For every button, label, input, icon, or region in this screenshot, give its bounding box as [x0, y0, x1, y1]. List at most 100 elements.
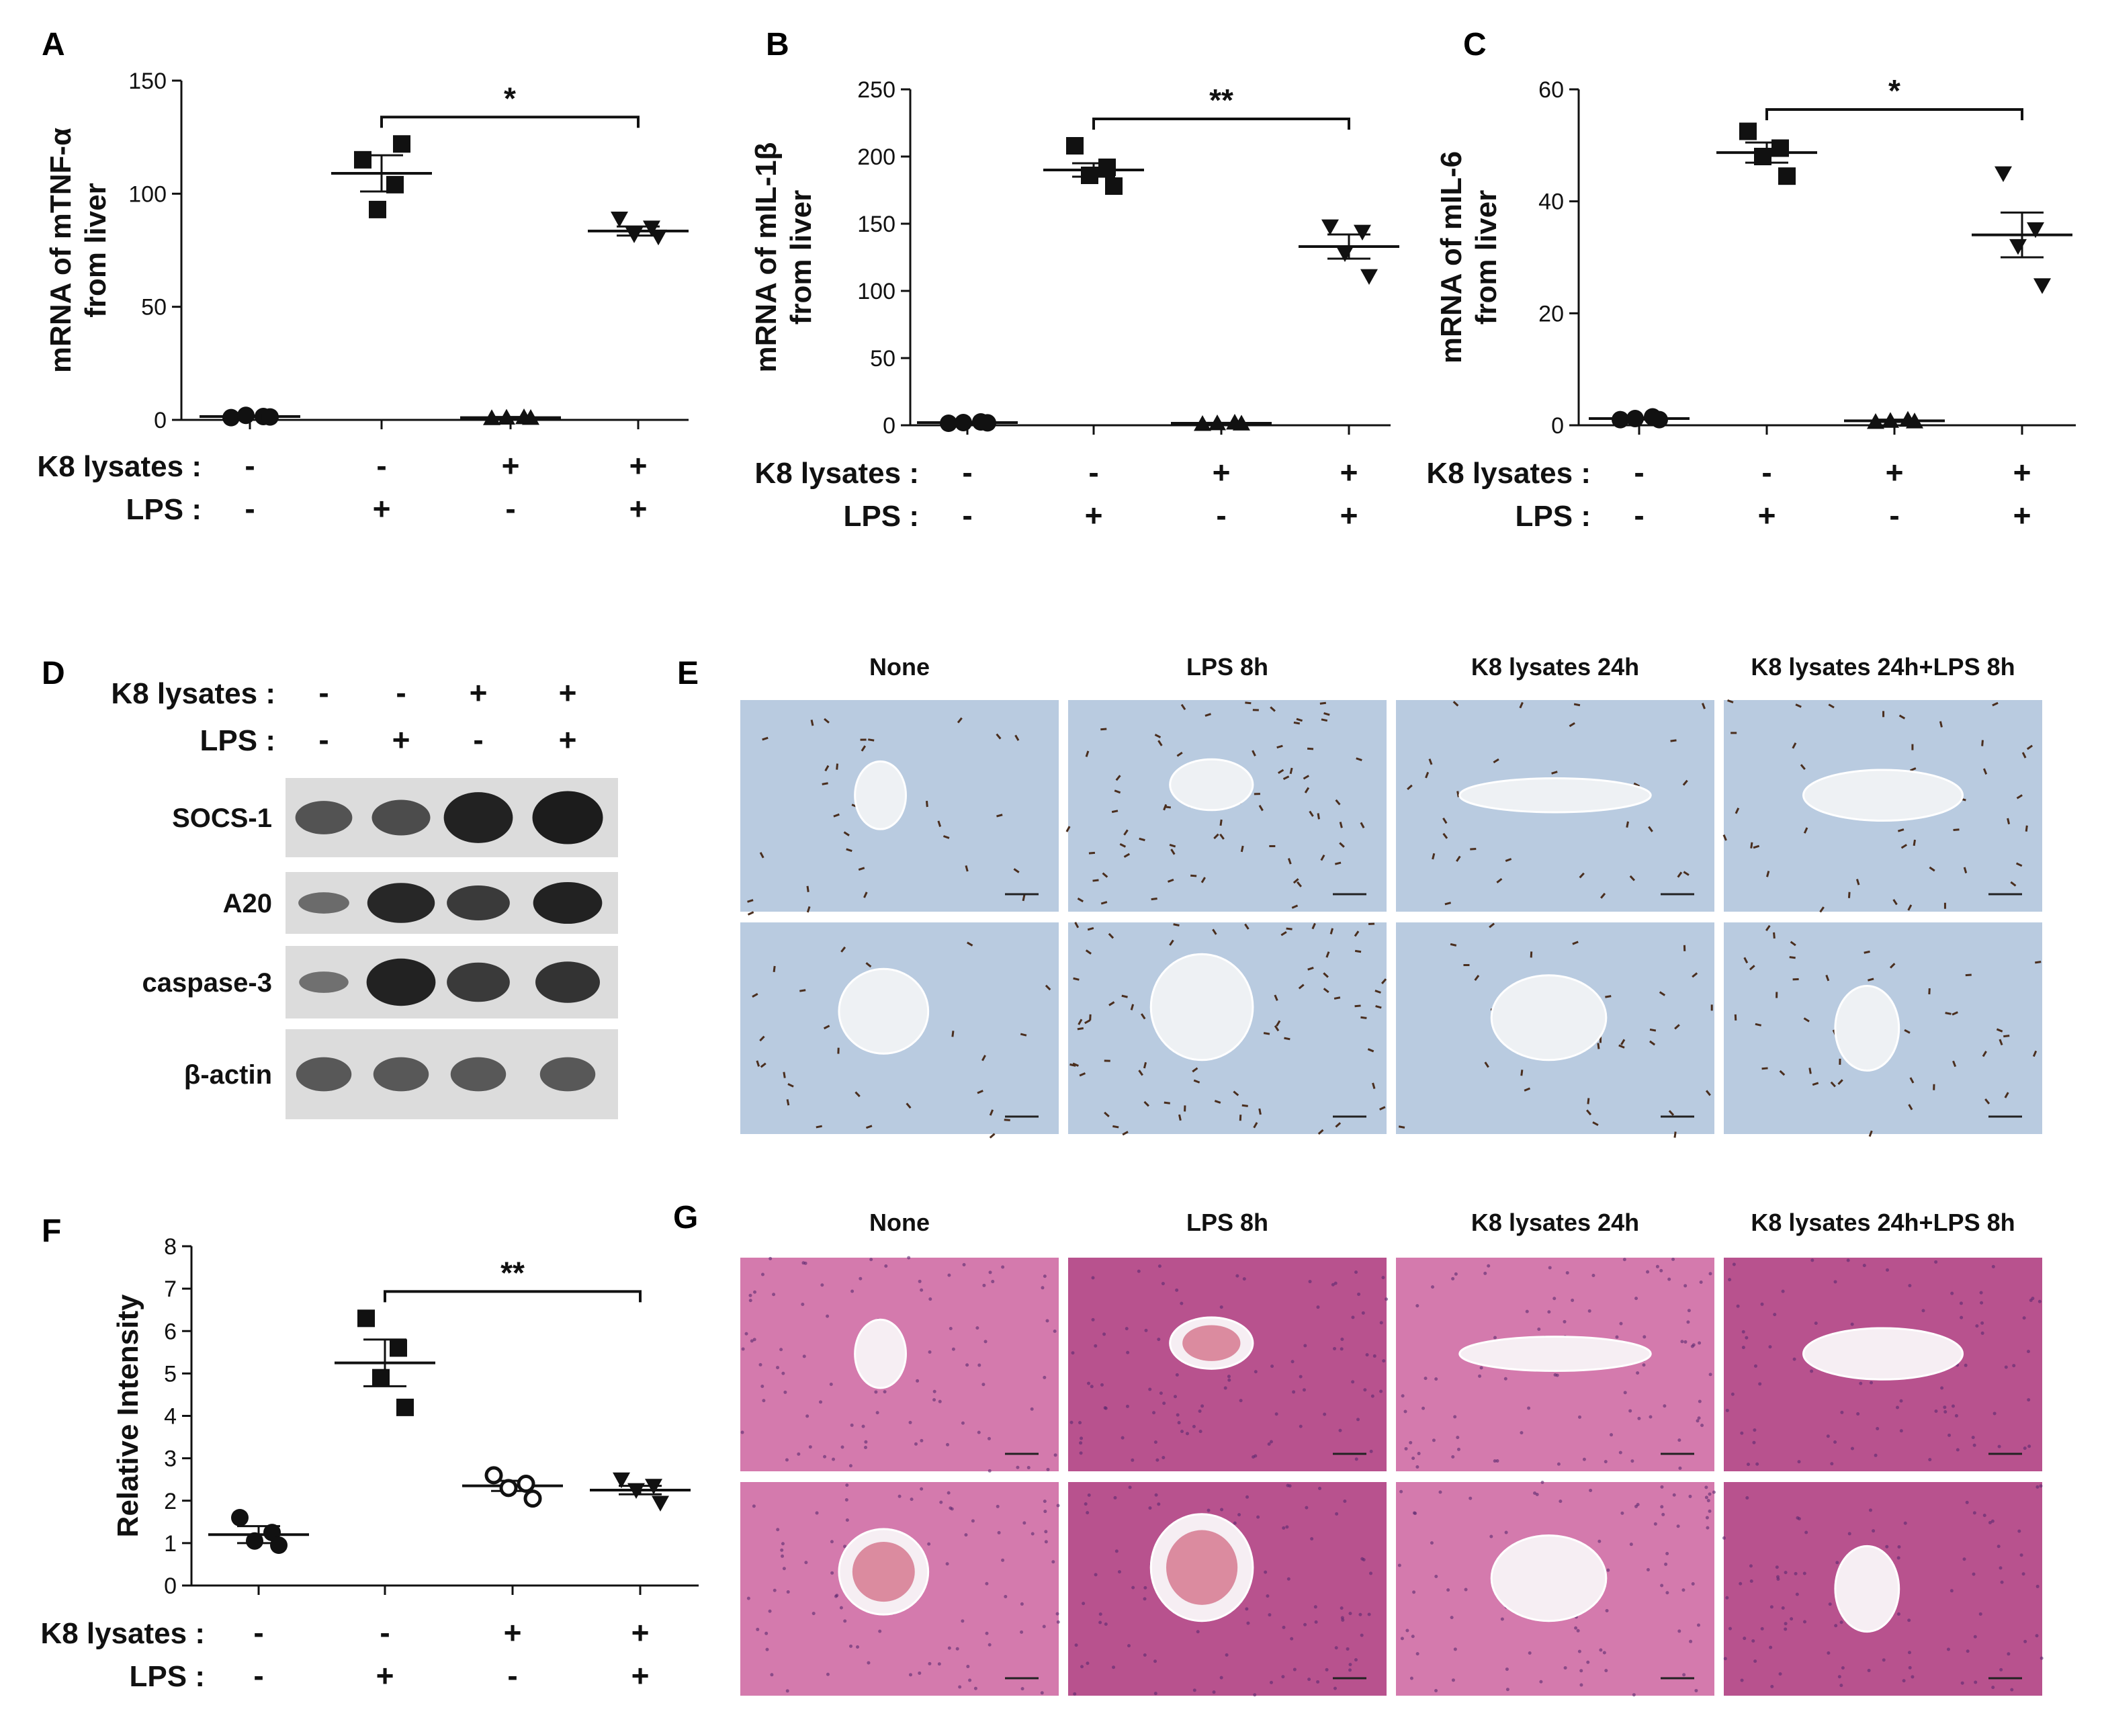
- stain-mark: [833, 813, 840, 818]
- nucleus-dot: [1988, 1520, 1992, 1524]
- stain-mark: [799, 989, 806, 992]
- nucleus-dot: [1835, 1561, 1839, 1565]
- red-blood-cells: [852, 1542, 915, 1602]
- k8-lysates-mark: -: [245, 448, 255, 483]
- stain-mark: [981, 1055, 986, 1061]
- nucleus-dot: [1340, 1606, 1344, 1610]
- data-point: [372, 1369, 390, 1387]
- stain-mark: [759, 1035, 765, 1042]
- nucleus-dot: [1411, 1635, 1415, 1639]
- stain-mark: [1178, 1114, 1182, 1121]
- nucleus-dot: [1046, 1467, 1050, 1471]
- nucleus-dot: [961, 1421, 965, 1425]
- nucleus-dot: [1908, 1665, 1912, 1669]
- central-vein: [1834, 1545, 1900, 1633]
- nucleus-dot: [1749, 1579, 1753, 1583]
- nucleus-dot: [1091, 1317, 1095, 1321]
- stain-mark: [1119, 843, 1127, 848]
- data-point: [650, 229, 667, 246]
- nucleus-dot: [1026, 1466, 1031, 1470]
- y-tick-label: 50: [870, 346, 895, 372]
- nucleus-dot: [1264, 1570, 1268, 1574]
- stain-mark: [787, 1083, 794, 1088]
- nucleus-dot: [1503, 1377, 1507, 1381]
- k8-lysates-label: K8 lysates :: [40, 1617, 205, 1650]
- y-tick-label: 200: [857, 144, 895, 170]
- nucleus-dot: [1207, 1508, 1211, 1512]
- panel-letter-d: D: [42, 656, 65, 691]
- nucleus-dot: [1354, 1270, 1358, 1274]
- nucleus-dot: [1318, 1487, 1322, 1491]
- nucleus-dot: [918, 1671, 922, 1675]
- nucleus-dot: [1084, 1502, 1088, 1506]
- nucleus-dot: [741, 1347, 745, 1351]
- data-point: [393, 135, 410, 153]
- nucleus-dot: [1576, 1629, 1580, 1633]
- nucleus-dot: [2027, 1398, 2031, 1402]
- nucleus-dot: [1127, 1644, 1131, 1648]
- stain-mark: [1193, 1079, 1200, 1084]
- nucleus-dot: [1732, 1262, 1736, 1266]
- stain-mark: [1298, 984, 1305, 990]
- nucleus-dot: [1833, 1440, 1837, 1444]
- stain-mark: [1683, 945, 1686, 951]
- nucleus-dot: [1343, 1500, 1347, 1504]
- nucleus-dot: [1876, 1426, 1880, 1430]
- stain-mark: [1749, 965, 1755, 971]
- nucleus-dot: [897, 1494, 902, 1498]
- stain-mark: [1727, 699, 1734, 703]
- blot-band: [296, 1057, 352, 1092]
- stain-mark: [1321, 718, 1328, 722]
- nucleus-dot: [1360, 1557, 1364, 1561]
- nucleus-dot: [964, 1533, 968, 1537]
- nucleus-dot: [1646, 1567, 1650, 1571]
- nucleus-dot: [1950, 1589, 1954, 1593]
- nucleus-dot: [1044, 1540, 1048, 1544]
- nucleus-dot: [1826, 1434, 1830, 1438]
- nucleus-dot: [1697, 1416, 1701, 1420]
- stain-mark: [1605, 995, 1612, 998]
- stain-mark: [1909, 767, 1917, 772]
- stain-mark: [1276, 744, 1283, 749]
- stain-mark: [1104, 1059, 1110, 1062]
- nucleus-dot: [1665, 1591, 1669, 1595]
- nucleus-dot: [2012, 1364, 2016, 1368]
- stain-mark: [1952, 1011, 1958, 1016]
- nucleus-dot: [884, 1264, 888, 1268]
- nucleus-dot: [850, 1289, 855, 1293]
- nucleus-dot: [1299, 1375, 1303, 1379]
- stain-mark: [1868, 1130, 1873, 1137]
- nucleus-dot: [1827, 1651, 1831, 1655]
- nucleus-dot: [947, 1491, 951, 1495]
- nucleus-dot: [1185, 1432, 1189, 1436]
- nucleus-dot: [1143, 1597, 1147, 1601]
- nucleus-dot: [1962, 1557, 1966, 1561]
- nucleus-dot: [1760, 1626, 1764, 1631]
- blot-lps-mark: -: [318, 722, 329, 757]
- nucleus-dot: [1302, 1388, 1306, 1392]
- stain-mark: [1904, 1029, 1911, 1034]
- nucleus-dot: [867, 1661, 871, 1665]
- stain-mark: [1928, 988, 1931, 995]
- nucleus-dot: [1539, 1680, 1543, 1684]
- blot-band: [447, 962, 510, 1002]
- lps-mark: -: [1634, 498, 1644, 533]
- nucleus-dot: [1997, 1444, 2001, 1448]
- nucleus-dot: [985, 1581, 989, 1586]
- nucleus-dot: [1126, 1350, 1130, 1354]
- nucleus-dot: [1360, 1633, 1364, 1637]
- nucleus-dot: [1725, 1596, 1729, 1600]
- nucleus-dot: [1794, 1571, 1798, 1575]
- significance-bracket: [384, 1290, 642, 1303]
- stain-mark: [2015, 862, 2023, 867]
- central-vein: [1802, 769, 1964, 822]
- nucleus-dot: [1451, 1455, 1455, 1459]
- nucleus-dot: [1155, 1458, 1159, 1462]
- stain-mark: [1111, 810, 1119, 814]
- stain-mark: [1114, 789, 1121, 794]
- nucleus-dot: [740, 1430, 744, 1434]
- nucleus-dot: [1728, 1626, 1733, 1631]
- stain-mark: [1100, 728, 1107, 731]
- significance-label: **: [1209, 83, 1233, 118]
- stain-mark: [1077, 898, 1084, 903]
